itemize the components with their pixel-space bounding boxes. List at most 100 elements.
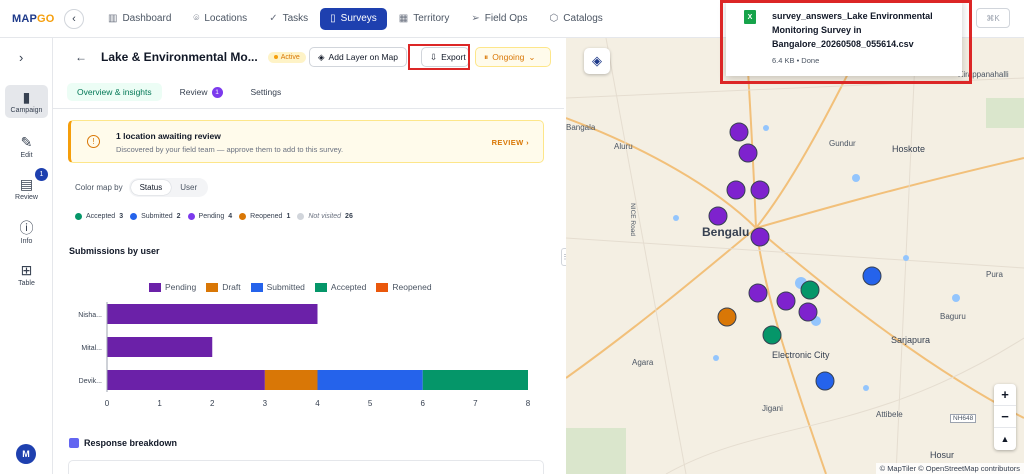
panel-header: ← Lake & Environmental Mo... Active xyxy=(53,38,564,76)
color-map-control: Color map by Status User xyxy=(75,178,209,197)
legend-draft[interactable]: Draft xyxy=(206,282,241,292)
left-sidebar: › ▮ Campaign ✎ Edit ▤ Review 1 ⓘ Info ⊞ … xyxy=(0,38,53,474)
review-count-badge: 1 xyxy=(35,168,48,181)
legend-swatch xyxy=(149,282,161,292)
excel-file-icon: X xyxy=(744,10,756,24)
map-label: Bengalu xyxy=(702,225,750,239)
y-tick-label: Devik... xyxy=(79,378,102,385)
tab-settings[interactable]: Settings xyxy=(250,87,282,97)
accepted-dot-icon xyxy=(75,213,82,220)
reopened-dot-icon xyxy=(239,213,247,220)
map-label: Agara xyxy=(632,358,654,367)
edit-icon: ✎ xyxy=(20,134,33,150)
x-tick-label: 4 xyxy=(315,399,320,408)
panel-tabs: Overview & insights Review 1 Settings xyxy=(67,82,291,102)
nav-surveys[interactable]: ▯ Surveys xyxy=(320,7,387,30)
avatar[interactable]: M xyxy=(16,444,36,464)
color-map-toggle: Status User xyxy=(128,178,209,197)
grid-icon: ⊞ xyxy=(20,262,33,278)
sidebar-item-edit[interactable]: ✎ Edit xyxy=(20,134,33,159)
command-shortcut[interactable]: ⌘K xyxy=(976,8,1010,28)
submissions-title: Submissions by user xyxy=(69,246,160,256)
not-visited-dot-icon xyxy=(297,213,305,220)
pin-icon: ⌾ xyxy=(193,13,200,24)
compass-button[interactable]: ▲ xyxy=(994,428,1016,450)
download-icon: ⇩ xyxy=(430,51,438,62)
export-highlight xyxy=(408,44,470,70)
bar-segment xyxy=(107,370,265,390)
layers-icon: ◈ xyxy=(592,53,602,68)
zoom-out-button[interactable]: − xyxy=(994,406,1016,428)
nav-catalogs[interactable]: ⬡ Catalogs xyxy=(549,13,603,24)
map-label: Electronic City xyxy=(772,350,830,360)
sidebar-item-info[interactable]: ⓘ Info xyxy=(19,220,34,245)
x-tick-label: 0 xyxy=(105,399,110,408)
legend-swatch xyxy=(206,282,219,292)
nav-locations[interactable]: ⌾ Locations xyxy=(193,13,248,24)
page-title: Lake & Environmental Mo... xyxy=(101,50,258,64)
pending-dot-icon xyxy=(187,213,195,220)
map-label: Sarjapura xyxy=(891,335,931,345)
nav-territory[interactable]: ▦ Territory xyxy=(398,13,450,24)
color-by-status[interactable]: Status xyxy=(130,180,172,195)
map-view[interactable]: Bangala Aluru Gundur Hoskote Bengalu Pur… xyxy=(566,38,1024,474)
x-tick-label: 3 xyxy=(263,399,268,408)
bar-chart-icon xyxy=(69,438,79,448)
nav-dashboard[interactable]: ▥ Dashboard xyxy=(108,13,172,24)
x-tick-label: 8 xyxy=(526,399,531,408)
review-tab-count: 1 xyxy=(211,86,223,98)
review-notice: ! 1 location awaiting review Discovered … xyxy=(68,120,544,163)
y-tick-label: Mital... xyxy=(81,345,102,352)
zoom-in-button[interactable]: + xyxy=(994,384,1016,406)
app-logo[interactable]: MAPGO xyxy=(12,12,55,25)
submitted-dot-icon xyxy=(130,213,138,220)
download-filename[interactable]: survey_answers_Lake Environmental Monito… xyxy=(772,11,933,49)
legend-submitted[interactable]: Submitted xyxy=(250,282,305,292)
sidebar-item-review[interactable]: ▤ Review 1 xyxy=(5,168,48,205)
nav-back-button[interactable]: ‹ xyxy=(64,8,84,29)
legend-accepted[interactable]: Accepted xyxy=(314,282,366,292)
legend-pending[interactable]: Pending xyxy=(149,282,196,292)
back-arrow-icon[interactable]: ← xyxy=(75,50,87,64)
download-highlight xyxy=(720,0,972,84)
nav-field-ops[interactable]: ➢ Field Ops xyxy=(471,13,528,24)
bar-segment xyxy=(422,370,528,390)
notice-title: 1 location awaiting review xyxy=(116,131,221,141)
sidebar-item-campaign[interactable]: ▮ Campaign xyxy=(5,85,48,118)
bar-segment xyxy=(107,304,318,324)
map-label: Gundur xyxy=(829,139,856,148)
layers-icon: ◈ xyxy=(318,51,325,62)
legend-swatch xyxy=(376,282,389,292)
add-layer-button[interactable]: ◈ Add Layer on Map xyxy=(309,47,408,67)
tab-review[interactable]: Review 1 xyxy=(170,83,233,102)
map-label: Jigani xyxy=(762,404,783,413)
sidebar-item-table[interactable]: ⊞ Table xyxy=(18,262,35,287)
color-by-user[interactable]: User xyxy=(180,183,198,192)
download-meta: 6.4 KB • Done xyxy=(772,56,820,65)
legend-reopened[interactable]: Reopened xyxy=(376,282,432,292)
document-icon: ▤ xyxy=(19,176,34,192)
box-icon: ⬡ xyxy=(549,13,559,24)
nav-tasks[interactable]: ✓ Tasks xyxy=(269,13,309,24)
x-tick-label: 2 xyxy=(210,399,215,408)
legend-swatch xyxy=(314,282,327,292)
notice-review-link[interactable]: REVIEW › xyxy=(491,138,529,147)
x-tick-label: 1 xyxy=(157,399,162,408)
status-legend: Accepted 3 Submitted 2 Pending 4 Reopened 1 … xyxy=(75,213,356,220)
compass-icon: ▲ xyxy=(1000,434,1010,444)
status-dot-icon xyxy=(273,55,278,59)
download-popup[interactable]: X survey_answers_Lake Environmental Moni… xyxy=(726,0,962,76)
map-icon: ▦ xyxy=(398,13,409,24)
zoom-control: + − ▲ xyxy=(994,384,1016,450)
pause-icon: ⏸ xyxy=(484,51,489,62)
map-canvas xyxy=(566,38,1024,474)
legend-swatch xyxy=(250,282,263,292)
map-label: Hosur xyxy=(930,450,955,460)
tab-overview[interactable]: Overview & insights xyxy=(67,83,162,101)
x-tick-label: 6 xyxy=(421,399,426,408)
chevron-right-icon[interactable]: › xyxy=(19,50,24,65)
chevron-down-icon: ⌄ xyxy=(528,51,536,62)
color-map-label: Color map by xyxy=(75,183,123,192)
layers-toggle-button[interactable]: ◈ xyxy=(584,48,610,74)
ongoing-dropdown[interactable]: ⏸ Ongoing ⌄ xyxy=(475,47,551,67)
